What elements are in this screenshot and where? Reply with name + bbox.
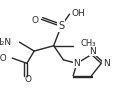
Text: CH₃: CH₃ [81,40,96,48]
Text: OH: OH [71,9,85,18]
Text: HO: HO [0,54,7,63]
Text: N: N [89,47,96,56]
Text: O: O [32,16,39,25]
Text: H₂N: H₂N [0,38,11,47]
Text: N: N [73,59,80,68]
Text: N: N [103,59,110,68]
Text: O: O [25,75,32,84]
Text: S: S [58,21,64,31]
